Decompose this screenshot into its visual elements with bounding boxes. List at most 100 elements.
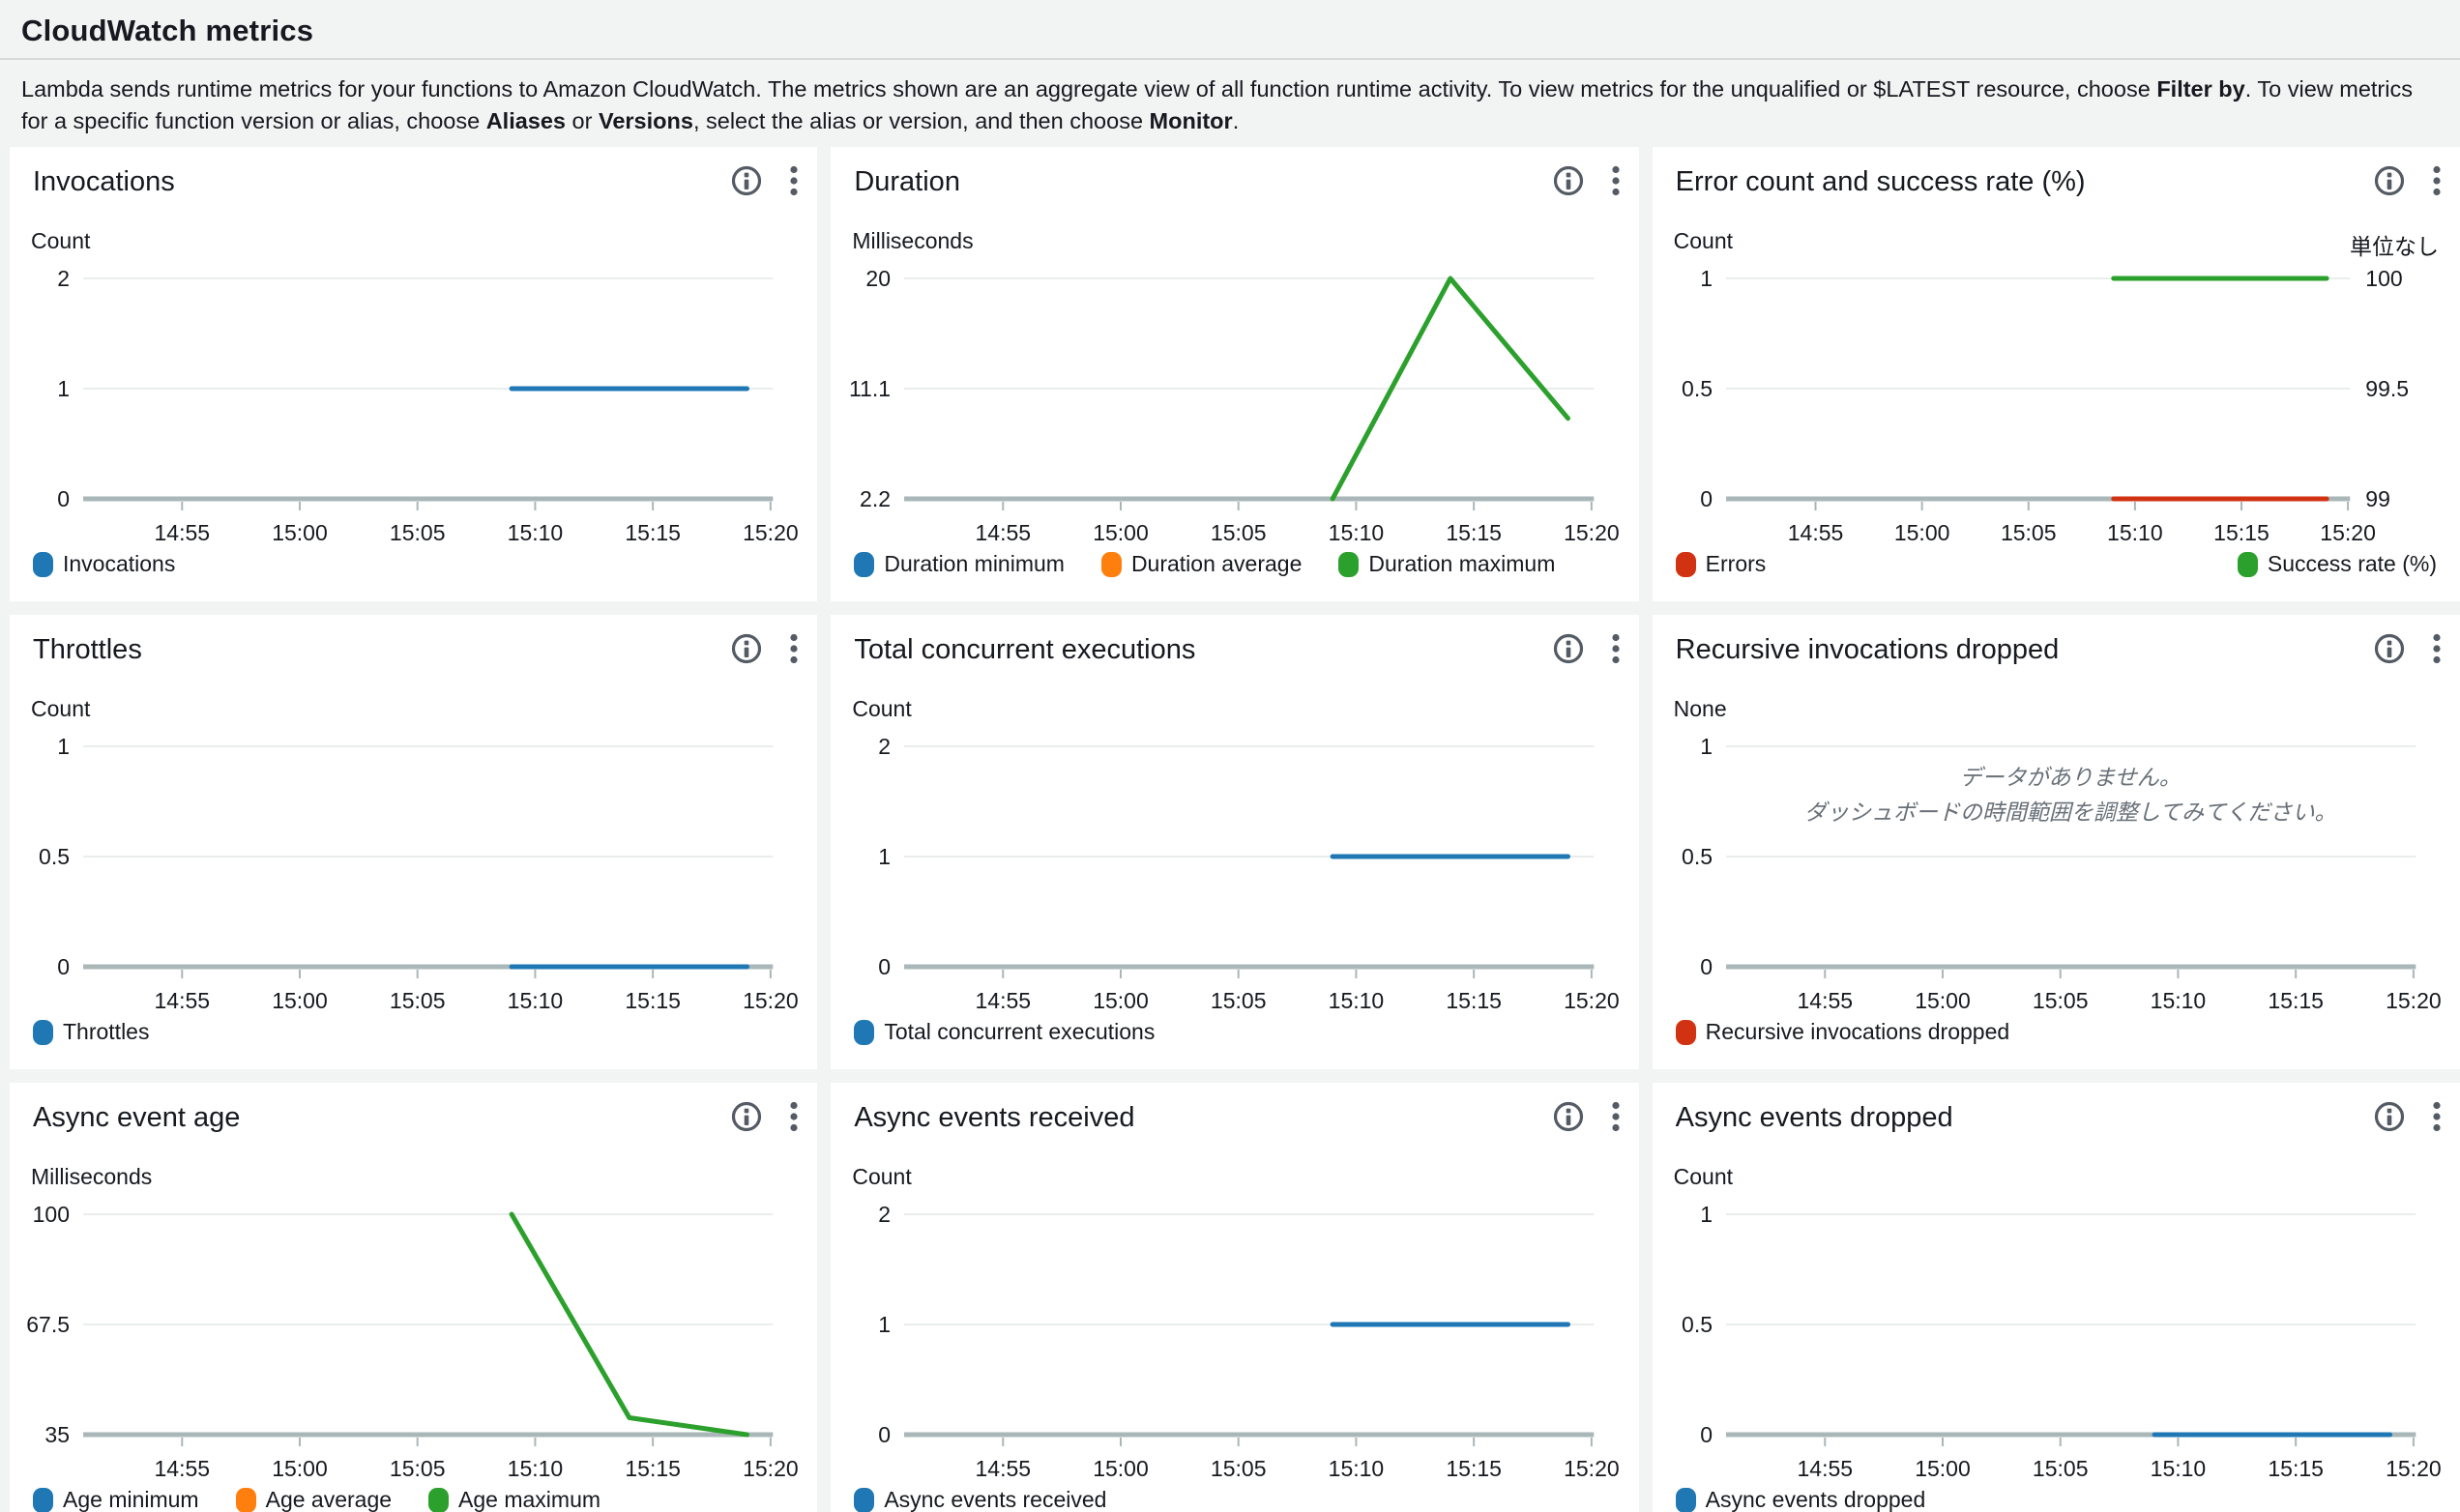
metric-panel-async-dropped: Async events dropped Count 1 0.5 0 1 — [1652, 1083, 2460, 1512]
x-axis-tick-label: 15:05 — [1211, 988, 1267, 1013]
info-icon[interactable] — [730, 1100, 763, 1133]
info-icon-glyph — [2374, 1101, 2405, 1132]
legend-item[interactable]: Async events dropped — [1675, 1487, 1925, 1512]
legend-item[interactable]: Age maximum — [428, 1487, 600, 1512]
metric-panel-throttles: Throttles Count 1 0.5 0 14:55 15:00 15 — [10, 615, 818, 1069]
chart-plot: 2 1 0 14:55 15:00 15:05 15:10 15:15 15:20 — [879, 1202, 1620, 1481]
x-axis-tick-label: 15:20 — [2386, 988, 2442, 1013]
legend-item[interactable]: Errors — [1675, 551, 1766, 577]
left-unit-label: None — [1673, 696, 1727, 721]
vertical-ellipsis-menu-icon[interactable] — [1610, 632, 1622, 665]
legend-left: Recursive invocations dropped — [1675, 1019, 2009, 1045]
x-axis-tick-label: 15:00 — [1094, 520, 1150, 545]
vertical-ellipsis-menu-icon[interactable] — [788, 1100, 800, 1133]
vertical-ellipsis-glyph — [790, 633, 798, 664]
x-axis-tick-label: 15:00 — [272, 1456, 328, 1481]
vertical-ellipsis-glyph — [790, 165, 798, 196]
vertical-ellipsis-menu-icon[interactable] — [2431, 632, 2443, 665]
left-unit-label: Count — [1673, 1164, 1734, 1189]
info-icon[interactable] — [2373, 1100, 2406, 1133]
x-axis-tick-label: 15:20 — [743, 520, 799, 545]
y-axis-tick-label: 1 — [57, 376, 70, 401]
legend-left: Duration minimum Duration average Duration… — [854, 551, 1555, 577]
left-unit-label: Count — [31, 228, 91, 253]
legend-item[interactable]: Age average — [235, 1487, 392, 1512]
chart-plot: 2 1 0 14:55 15:00 15:05 15:10 15:15 15:20 — [57, 266, 799, 545]
vertical-ellipsis-glyph — [2433, 165, 2441, 196]
info-icon[interactable] — [1552, 164, 1585, 197]
legend-color-dot — [1675, 1019, 1696, 1045]
y-axis-tick-label: 67.5 — [26, 1312, 70, 1337]
x-axis-tick-label: 15:20 — [2386, 1456, 2442, 1481]
x-axis-tick-label: 15:00 — [272, 988, 328, 1013]
y-axis-tick-label: 100 — [33, 1202, 70, 1227]
panel-title: Async events dropped — [1675, 1102, 1953, 1133]
info-icon-glyph — [732, 1101, 762, 1132]
x-axis-tick-label: 14:55 — [1797, 1456, 1853, 1481]
y-axis-tick-label: 0 — [1700, 486, 1713, 511]
info-icon[interactable] — [2373, 164, 2406, 197]
vertical-ellipsis-menu-icon[interactable] — [788, 632, 800, 665]
x-axis-tick-label: 15:05 — [390, 988, 446, 1013]
legend-item[interactable]: Success rate (%) — [2237, 551, 2437, 577]
legend-item[interactable]: Recursive invocations dropped — [1675, 1019, 2009, 1045]
x-axis-tick-label: 15:00 — [1094, 988, 1150, 1013]
chart-plot: 1 0.5 0 14:55 15:00 15:05 15:10 15:15 15:20 — [1682, 734, 2442, 1013]
x-axis-tick-label: 15:00 — [1915, 1456, 1971, 1481]
axis-unit-row: Count — [31, 228, 796, 254]
axis-unit-row: Count — [852, 696, 1617, 722]
legend-color-dot — [1675, 1487, 1696, 1512]
legend-item[interactable]: Duration average — [1100, 551, 1302, 577]
y-axis-tick-label: 0 — [57, 954, 70, 979]
x-axis-tick-label: 15:20 — [743, 1456, 799, 1481]
x-axis-tick-label: 15:15 — [625, 988, 681, 1013]
legend-left: Age minimum Age average Age maximum — [33, 1487, 600, 1512]
vertical-ellipsis-menu-icon[interactable] — [1610, 164, 1622, 197]
vertical-ellipsis-menu-icon[interactable] — [788, 164, 800, 197]
legend-color-dot — [428, 1487, 450, 1512]
chart-plot: 20 11.1 2.2 14:55 15:00 15:05 15:10 15:15 15:20 — [849, 266, 1620, 545]
chart-plot: 1 0.5 0 14:55 15:00 15:05 15:10 15:15 15:20 — [1682, 1202, 2442, 1481]
x-axis-tick-label: 15:05 — [2033, 988, 2089, 1013]
legend-item[interactable]: Throttles — [33, 1019, 149, 1045]
legend-item[interactable]: Duration minimum — [854, 551, 1065, 577]
legend-item[interactable]: Async events received — [854, 1487, 1106, 1512]
panel-title: Async events received — [854, 1102, 1135, 1133]
y-axis-tick-label: 1 — [1700, 1202, 1713, 1227]
vertical-ellipsis-menu-icon[interactable] — [1610, 1100, 1622, 1133]
y-axis-tick-label: 0.5 — [1682, 844, 1713, 869]
legend-row: Total concurrent executions — [854, 1019, 1615, 1045]
description-text: . — [1232, 108, 1240, 133]
legend-row: Errors Success rate (%) — [1675, 551, 2437, 577]
legend-item[interactable]: Age minimum — [33, 1487, 199, 1512]
x-axis-tick-label: 15:10 — [1329, 988, 1385, 1013]
info-icon[interactable] — [730, 632, 763, 665]
legend-color-dot — [1675, 551, 1696, 577]
info-icon[interactable] — [1552, 1100, 1585, 1133]
info-icon[interactable] — [2373, 632, 2406, 665]
x-axis-tick-label: 15:15 — [625, 1456, 681, 1481]
panel-actions — [1552, 1100, 1622, 1133]
legend-item[interactable]: Total concurrent executions — [854, 1019, 1155, 1045]
x-axis-tick-label: 15:20 — [743, 988, 799, 1013]
page-header: CloudWatch metrics Lambda sends runtime … — [0, 0, 2460, 137]
legend-row: Throttles — [33, 1019, 794, 1045]
legend-left: Throttles — [33, 1019, 149, 1045]
legend-row: Invocations — [33, 551, 794, 577]
panel-actions — [2373, 164, 2443, 197]
vertical-ellipsis-menu-icon[interactable] — [2431, 1100, 2443, 1133]
metric-panel-concurrent: Total concurrent executions Count — [831, 615, 1639, 1069]
vertical-ellipsis-menu-icon[interactable] — [2431, 164, 2443, 197]
metric-panel-async-age: Async event age Milliseconds 100 6 — [10, 1083, 818, 1512]
legend-item[interactable]: Invocations — [33, 551, 175, 577]
legend-color-dot — [1338, 551, 1360, 577]
info-icon[interactable] — [730, 164, 763, 197]
info-icon-glyph — [1553, 633, 1583, 664]
series-line — [1330, 276, 1571, 502]
info-icon[interactable] — [1552, 632, 1585, 665]
legend-label: Age minimum — [63, 1487, 199, 1512]
legend-row: Age minimum Age average Age maximum — [33, 1487, 794, 1512]
info-icon-glyph — [2374, 165, 2405, 196]
legend-item[interactable]: Duration maximum — [1338, 551, 1555, 577]
legend-row: Async events received — [854, 1487, 1615, 1512]
